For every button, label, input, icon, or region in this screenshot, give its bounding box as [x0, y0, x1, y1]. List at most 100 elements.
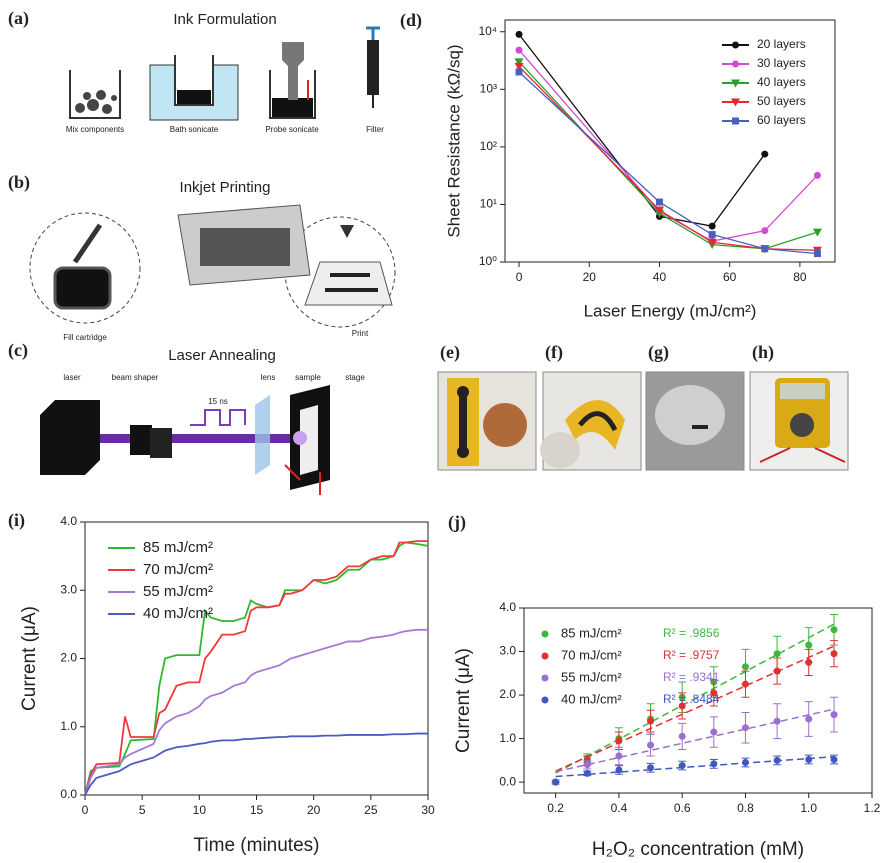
y-tick-label: 4.0: [499, 600, 516, 614]
diagram-ink: Ink Formulation Mix components Bath soni…: [66, 11, 384, 134]
point: [831, 711, 838, 718]
panel-label: (i): [8, 510, 25, 531]
series-line: [519, 62, 817, 249]
diagram-printing: Inkjet Printing Fill cartridge Print: [30, 179, 395, 342]
marker: [732, 61, 739, 68]
y-axis-label: Sheet Resistance (kΩ/sq): [444, 44, 463, 237]
marker: [516, 68, 523, 75]
step-label: Print: [352, 329, 369, 338]
point: [805, 716, 812, 723]
part-label: 15 ns: [208, 397, 228, 406]
ink: [272, 98, 313, 117]
y-tick-label: 1.0: [60, 719, 77, 733]
y-tick-label: 1.0: [499, 731, 516, 745]
legend-label: 55 mJ/cm²: [143, 583, 213, 600]
legend-label: 70 mJ/cm²: [143, 561, 213, 578]
legend-r2: R² = .9757: [663, 648, 720, 662]
series-line: [85, 542, 428, 795]
y-tick-label: 10²: [480, 139, 497, 153]
legend-label: 40 mJ/cm²: [143, 605, 213, 622]
legend-r2: R² = .9341: [663, 670, 720, 684]
diagram-title: Ink Formulation: [173, 11, 276, 28]
y-tick-label: 2.0: [60, 651, 77, 665]
legend-swatch: [542, 697, 549, 704]
x-tick-label: 80: [793, 270, 807, 284]
panel-label: (g): [648, 342, 669, 363]
y-tick-label: 10³: [480, 81, 497, 95]
panel-label: (d): [400, 10, 422, 31]
y-tick-label: 10⁰: [479, 254, 497, 268]
y-tick-label: 0.0: [60, 787, 77, 801]
laser-box: [40, 400, 100, 475]
panel-label: (a): [8, 8, 29, 29]
step-label: Bath sonicate: [170, 125, 219, 134]
marker: [814, 250, 821, 257]
part-label: beam shaper: [112, 373, 159, 382]
point: [774, 718, 781, 725]
point: [742, 759, 749, 766]
legend-label: 40 mJ/cm²: [561, 691, 622, 706]
point: [805, 659, 812, 666]
point: [647, 742, 654, 749]
marker: [761, 227, 768, 234]
panel-label: (e): [440, 342, 460, 363]
point: [584, 770, 591, 777]
x-tick-label: 15: [250, 803, 264, 817]
x-tick-label: 0.4: [611, 801, 628, 815]
legend-r2: R² = .8484: [663, 692, 720, 706]
point: [831, 626, 838, 633]
point: [774, 757, 781, 764]
point: [647, 718, 654, 725]
part-label: sample: [295, 373, 321, 382]
fit-line: [556, 646, 834, 771]
diagram-laser: Laser Annealing laser beam shaper 15 ns …: [40, 347, 365, 495]
y-tick-label: 3.0: [499, 644, 516, 658]
x-tick-label: 0.6: [674, 801, 691, 815]
x-tick-label: 0.2: [547, 801, 564, 815]
point: [584, 761, 591, 768]
point: [742, 681, 749, 688]
marker: [761, 245, 768, 252]
point: [742, 663, 749, 670]
y-tick-label: 3.0: [60, 582, 77, 596]
legend-label: 50 layers: [757, 94, 806, 108]
point: [710, 760, 717, 767]
x-tick-label: 5: [139, 803, 146, 817]
x-axis-label: Time (minutes): [194, 835, 320, 856]
diagram-title: Laser Annealing: [168, 347, 276, 364]
step-label: Fill cartridge: [63, 333, 107, 342]
beam-shaper: [150, 428, 172, 458]
x-tick-label: 20: [583, 270, 597, 284]
marker: [656, 199, 663, 206]
spot: [293, 431, 307, 445]
plot-frame: [85, 522, 428, 795]
printer-bay: [200, 228, 290, 266]
point: [552, 779, 559, 786]
point: [742, 724, 749, 731]
legend-swatch: [542, 675, 549, 682]
x-tick-label: 30: [421, 803, 435, 817]
part-label: lens: [261, 373, 276, 382]
x-axis-label: Laser Energy (mJ/cm²): [584, 301, 757, 320]
point: [805, 756, 812, 763]
cartridge: [55, 268, 110, 308]
x-axis-label: H₂O₂ concentration (mM): [592, 839, 804, 860]
panel-label: (f): [545, 342, 563, 363]
panel-label: (h): [752, 342, 774, 363]
legend-label: 40 layers: [757, 75, 806, 89]
legend-swatch: [542, 631, 549, 638]
point: [679, 733, 686, 740]
substrate: [305, 262, 392, 305]
y-tick-label: 2.0: [499, 687, 516, 701]
marker: [761, 151, 768, 158]
panel-label: (j): [448, 512, 466, 533]
step-label: Filter: [366, 125, 384, 134]
photo-g: [646, 372, 744, 470]
point: [615, 753, 622, 760]
printhead: [340, 225, 354, 238]
marker: [516, 31, 523, 38]
x-tick-label: 40: [653, 270, 667, 284]
legend-label: 85 mJ/cm²: [143, 539, 213, 556]
y-tick-label: 10⁴: [478, 24, 497, 38]
point: [805, 642, 812, 649]
